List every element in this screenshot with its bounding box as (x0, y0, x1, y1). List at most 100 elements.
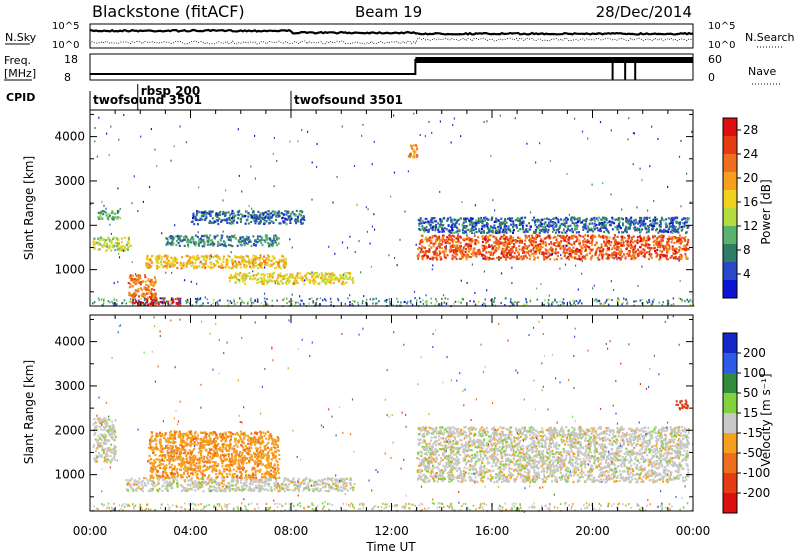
power-echo-cell (390, 302, 392, 305)
power-echo-cell (533, 230, 536, 234)
power-echo-cell (201, 218, 204, 221)
power-echo-cell (240, 260, 243, 264)
power-echo-cell (518, 245, 521, 248)
power-echo-cell (191, 220, 194, 223)
power-echo-cell (505, 253, 508, 256)
power-echo-cell (262, 282, 265, 285)
velocity-echo-cell (156, 477, 159, 480)
power-echo-cell (608, 247, 611, 250)
power-echo-cell (634, 226, 637, 229)
power-echo-cell (129, 283, 132, 286)
power-echo-cell (685, 255, 687, 258)
power-echo-cell (408, 154, 411, 157)
power-echo-cell (329, 297, 332, 300)
power-echo-cell (502, 231, 505, 234)
velocity-echo-cell (96, 442, 99, 445)
power-echo-cell (269, 265, 272, 268)
velocity-echo-cell (216, 483, 219, 486)
power-echo-cell (515, 249, 518, 252)
power-echo-cell (272, 240, 275, 244)
power-echo-cell (451, 241, 454, 244)
power-echo-cell (451, 257, 454, 260)
power-echo-cell (185, 141, 188, 144)
power-echo-cell (308, 298, 311, 300)
power-echo-cell (628, 237, 630, 240)
power-echo-cell (611, 256, 614, 259)
power-echo-cell (135, 275, 138, 278)
power-echo-cell (150, 260, 153, 263)
power-echo-cell (229, 244, 232, 247)
power-echo-cell (517, 257, 520, 260)
power-echo-cell (431, 228, 434, 231)
power-echo-cell (666, 240, 669, 244)
velocity-echo-cell (99, 437, 102, 440)
power-echo-cell (230, 222, 233, 225)
power-echo-cell (508, 217, 511, 220)
power-echo-cell (399, 238, 401, 241)
power-echo-cell (241, 190, 243, 193)
power-echo-cell (294, 303, 297, 306)
velocity-echo-cell (102, 418, 104, 422)
power-echo-cell (266, 282, 269, 285)
power-echo-cell (200, 215, 203, 218)
power-echo-cell (653, 220, 656, 223)
power-echo-cell (553, 242, 556, 245)
power-echo-cell (663, 248, 665, 251)
power-echo-cell (515, 224, 518, 227)
power-echo-cell (595, 217, 598, 220)
power-echo-cell (506, 244, 509, 247)
power-echo-cell (453, 252, 456, 255)
power-echo-cell (288, 276, 291, 279)
power-echo-cell (130, 294, 133, 297)
power-echo-cell (314, 302, 317, 305)
power-echo-cell (457, 235, 460, 238)
power-echo-cell (566, 226, 569, 229)
power-echo-cell (116, 238, 119, 241)
power-echo-cell (580, 250, 583, 254)
power-echo-cell (673, 237, 676, 240)
power-echo-cell (428, 223, 431, 226)
power-echo-cell (326, 280, 329, 283)
velocity-echo-cell (324, 486, 327, 489)
power-echo-cell (604, 244, 606, 247)
power-echo-cell (539, 223, 542, 226)
power-echo-cell (526, 230, 528, 233)
power-echo-cell (588, 247, 591, 251)
power-echo-cell (119, 245, 122, 248)
velocity-echo-cell (296, 487, 299, 490)
power-echo-cell (97, 297, 100, 300)
power-echo-cell (248, 204, 250, 207)
power-echo-cell (234, 281, 237, 284)
power-echo-cell (264, 240, 267, 244)
power-echo-cell (571, 230, 574, 233)
power-echo-cell (235, 266, 238, 269)
power-echo-cell (371, 225, 373, 228)
velocity-echo-cell (286, 485, 289, 488)
power-echo-cell (413, 148, 416, 151)
power-echo-cell (148, 186, 151, 189)
power-echo-cell (580, 258, 583, 261)
power-echo-cell (270, 279, 273, 282)
power-echo-cell (254, 300, 256, 302)
power-echo-cell (555, 229, 558, 232)
power-echo-cell (652, 234, 655, 237)
power-echo-cell (581, 272, 583, 275)
power-echo-cell (538, 251, 541, 254)
power-echo-cell (120, 241, 123, 244)
power-echo-cell (661, 250, 664, 253)
power-echo-cell (448, 242, 451, 245)
power-echo-cell (421, 244, 424, 248)
power-echo-cell (480, 230, 483, 233)
power-echo-cell (628, 243, 631, 246)
power-echo-cell (260, 262, 263, 265)
power-echo-cell (259, 235, 262, 238)
power-echo-cell (624, 229, 627, 232)
power-echo-cell (250, 220, 253, 224)
power-echo-cell (487, 238, 490, 241)
power-echo-cell (286, 211, 289, 215)
power-echo-cell (583, 255, 586, 258)
power-echo-cell (204, 218, 206, 221)
power-echo-cell (195, 242, 198, 245)
power-echo-cell (568, 236, 571, 239)
power-echo-cell (625, 225, 627, 228)
